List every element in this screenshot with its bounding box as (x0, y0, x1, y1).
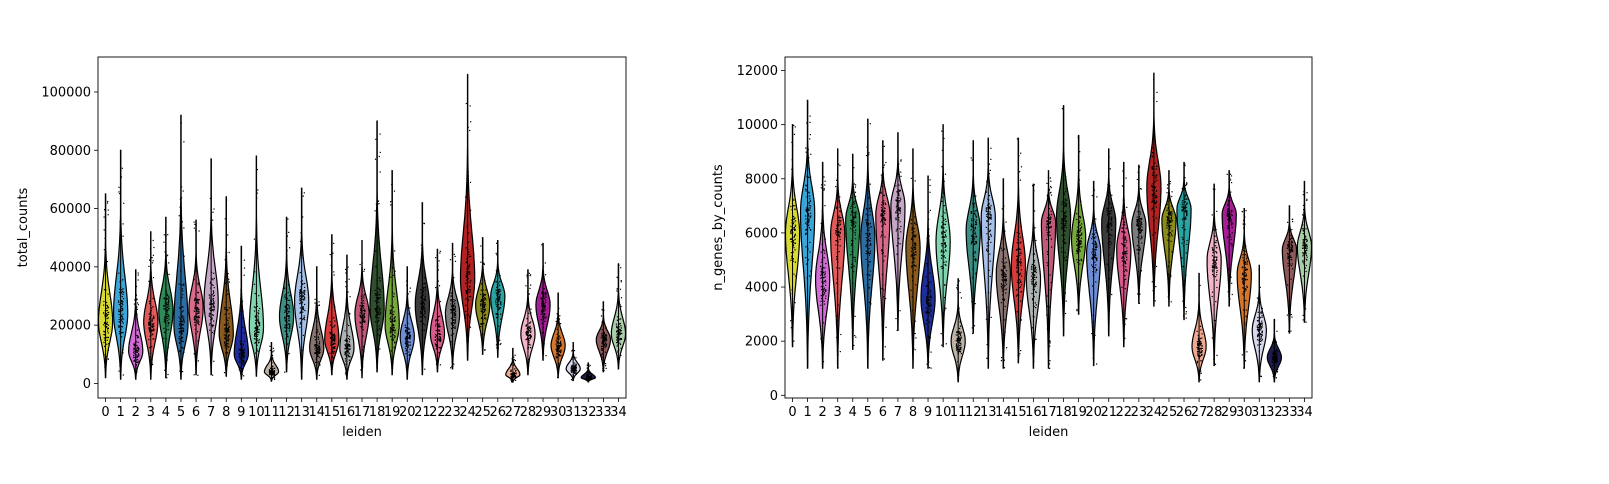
y-tick-label-6000: 6000 (745, 226, 778, 241)
y-tick-label-0: 0 (83, 377, 91, 392)
y-axis-label: n_genes_by_counts (711, 164, 726, 291)
x-tick-label-34: 34 (1296, 405, 1313, 420)
x-tick-label-32: 32 (580, 405, 597, 420)
y-tick-label-10000: 10000 (737, 118, 778, 133)
x-tick-label-18: 18 (369, 405, 386, 420)
x-tick-label-23: 23 (444, 405, 461, 420)
x-tick-label-15: 15 (324, 405, 341, 420)
y-tick-label-8000: 8000 (745, 172, 778, 187)
x-tick-label-31: 31 (565, 405, 582, 420)
x-tick-label-10: 10 (248, 405, 265, 420)
x-tick-label-11: 11 (263, 405, 280, 420)
x-tick-label-14: 14 (995, 405, 1012, 420)
x-tick-label-12: 12 (278, 405, 295, 420)
y-tick-label-40000: 40000 (50, 260, 91, 275)
x-tick-label-22: 22 (1116, 405, 1133, 420)
x-tick-label-27: 27 (505, 405, 522, 420)
x-tick-label-31: 31 (1251, 405, 1268, 420)
x-tick-label-16: 16 (1025, 405, 1042, 420)
x-axis-label: leiden (1029, 425, 1069, 440)
x-tick-label-0: 0 (788, 405, 796, 420)
y-tick-label-4000: 4000 (745, 281, 778, 296)
x-tick-label-16: 16 (339, 405, 356, 420)
y-tick-label-2000: 2000 (745, 335, 778, 350)
y-tick-label-0: 0 (770, 389, 778, 404)
x-tick-label-26: 26 (489, 405, 506, 420)
x-tick-label-24: 24 (459, 405, 476, 420)
x-tick-label-29: 29 (535, 405, 552, 420)
x-tick-label-28: 28 (520, 405, 537, 420)
x-tick-label-11: 11 (950, 405, 967, 420)
x-tick-label-13: 13 (293, 405, 310, 420)
x-tick-label-5: 5 (864, 405, 872, 420)
plot-area (99, 74, 626, 382)
x-tick-label-9: 9 (924, 405, 932, 420)
x-tick-label-28: 28 (1206, 405, 1223, 420)
x-tick-label-2: 2 (132, 405, 140, 420)
x-tick-label-21: 21 (414, 405, 431, 420)
x-tick-label-3: 3 (834, 405, 842, 420)
x-tick-label-5: 5 (177, 405, 185, 420)
y-axis-label: total_counts (16, 187, 31, 267)
x-tick-label-8: 8 (909, 405, 917, 420)
x-tick-label-7: 7 (894, 405, 902, 420)
x-tick-label-6: 6 (192, 405, 200, 420)
x-tick-label-23: 23 (1131, 405, 1148, 420)
plot-area (786, 73, 1312, 382)
x-tick-label-8: 8 (222, 405, 230, 420)
x-tick-label-0: 0 (101, 405, 109, 420)
x-tick-label-1: 1 (116, 405, 124, 420)
y-tick-label-12000: 12000 (737, 64, 778, 79)
x-tick-label-17: 17 (354, 405, 371, 420)
x-tick-label-25: 25 (474, 405, 491, 420)
x-tick-label-4: 4 (162, 405, 170, 420)
y-tick-label-80000: 80000 (50, 144, 91, 159)
y-tick-label-20000: 20000 (50, 319, 91, 334)
x-tick-label-2: 2 (819, 405, 827, 420)
x-tick-label-9: 9 (237, 405, 245, 420)
x-tick-label-20: 20 (1085, 405, 1102, 420)
x-tick-label-34: 34 (610, 405, 627, 420)
x-tick-label-22: 22 (429, 405, 446, 420)
x-tick-label-33: 33 (595, 405, 612, 420)
x-tick-label-19: 19 (384, 405, 401, 420)
x-tick-label-17: 17 (1040, 405, 1057, 420)
x-tick-label-1: 1 (803, 405, 811, 420)
y-tick-label-60000: 60000 (50, 202, 91, 217)
x-tick-label-29: 29 (1221, 405, 1238, 420)
x-tick-label-20: 20 (399, 405, 416, 420)
x-tick-label-26: 26 (1176, 405, 1193, 420)
x-tick-label-25: 25 (1161, 405, 1178, 420)
y-tick-label-100000: 100000 (41, 85, 91, 100)
x-tick-label-32: 32 (1266, 405, 1283, 420)
x-tick-label-7: 7 (207, 405, 215, 420)
x-tick-label-14: 14 (308, 405, 325, 420)
x-tick-label-19: 19 (1070, 405, 1087, 420)
x-axis-label: leiden (342, 425, 382, 440)
x-tick-label-4: 4 (849, 405, 857, 420)
x-tick-label-6: 6 (879, 405, 887, 420)
x-tick-label-30: 30 (550, 405, 567, 420)
x-tick-label-3: 3 (147, 405, 155, 420)
